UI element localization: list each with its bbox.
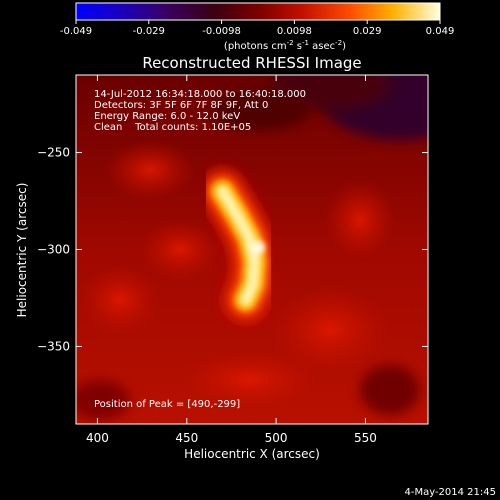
colorbar-tick-label: -0.049 [60, 26, 92, 37]
timestamp: 4-May-2014 21:45 [404, 487, 496, 498]
colorbar [75, 2, 441, 21]
bright-patch [270, 285, 390, 375]
source-peak [251, 240, 266, 255]
clean-counts-label: Clean Total counts: 1.10E+05 [94, 122, 251, 133]
bright-patch [180, 350, 320, 410]
image-area [76, 75, 428, 424]
x-axis-label: Heliocentric X (arcsec) [184, 447, 320, 461]
y-tick-label: −300 [37, 243, 70, 257]
colorbar-tick-label: -0.0098 [202, 26, 241, 37]
energy-range-label: Energy Range: 6.0 - 12.0 keV [94, 111, 240, 122]
bright-patch [325, 180, 395, 260]
time-range-label: 14-Jul-2012 16:34:18.000 to 16:40:18.000 [94, 89, 306, 100]
y-tick-label: −250 [37, 146, 70, 160]
bright-patch [80, 265, 160, 335]
x-tick-label: 500 [265, 431, 288, 445]
peak-position-label: Position of Peak = [490,-299] [94, 399, 240, 410]
colorbar-unit-label: (photons cm-2 s-1 asec-2) [224, 39, 346, 52]
x-tick-label: 400 [86, 431, 109, 445]
bright-patch [140, 220, 220, 280]
colorbar-ticks: -0.049 -0.029 -0.0098 0.0098 0.029 0.049 [60, 20, 454, 37]
colorbar-tick-label: 0.049 [426, 26, 455, 37]
dark-region-upper [210, 90, 310, 130]
chart-title: Reconstructed RHESSI Image [142, 54, 361, 72]
hxr-source [199, 168, 278, 323]
detectors-label: Detectors: 3F 5F 6F 7F 8F 9F, Att 0 [94, 100, 268, 111]
dark-patch [360, 365, 420, 415]
bright-patch [105, 140, 195, 200]
axes-ticks: 400 450 500 550 −250 −300 −350 [37, 75, 428, 445]
colorbar-tick-label: 0.0098 [277, 26, 312, 37]
x-tick-label: 450 [175, 431, 198, 445]
colorbar-tick-label: -0.029 [133, 26, 165, 37]
x-tick-label: 550 [354, 431, 377, 445]
y-tick-label: −350 [37, 339, 70, 353]
dark-patch [76, 380, 130, 420]
y-axis-label: Heliocentric Y (arcsec) [15, 183, 29, 318]
colorbar-tick-label: 0.029 [353, 26, 382, 37]
